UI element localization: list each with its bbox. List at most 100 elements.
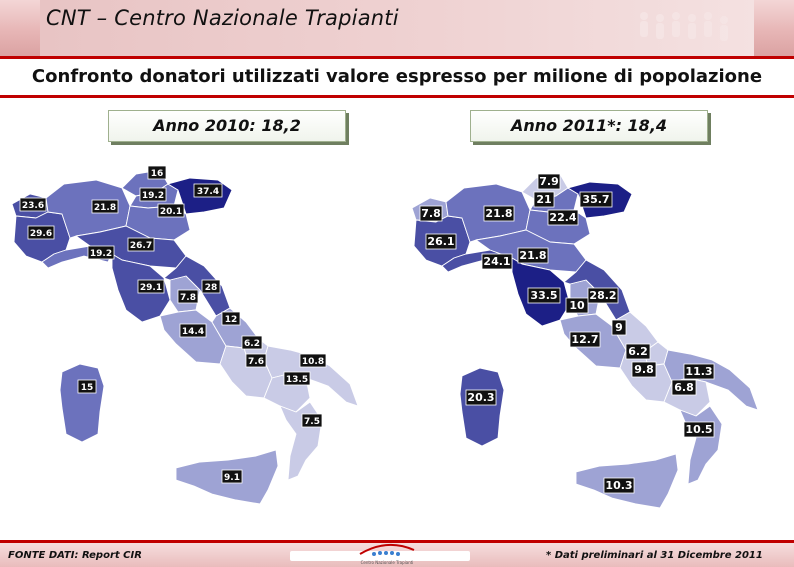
svg-text:12: 12: [225, 315, 238, 325]
label-2010-calabria: 7.5: [301, 413, 323, 428]
label-2010-toscana: 29.1: [137, 279, 165, 294]
label-2011-liguria: 24.1: [481, 253, 513, 270]
label-2010-alto-adige: 19.2: [139, 187, 167, 202]
label-2011-veneto: 22.4: [547, 209, 579, 226]
label-2011-lazio: 12.7: [569, 331, 601, 348]
svg-text:26.1: 26.1: [427, 235, 454, 248]
label-2011-alto-adige: 21: [533, 191, 555, 208]
label-2010-umbria: 7.8: [177, 289, 199, 304]
svg-text:24.1: 24.1: [483, 255, 510, 268]
label-2010-abruzzo: 12: [221, 311, 241, 326]
header: CNT – Centro Nazionale Trapianti: [0, 0, 794, 56]
svg-text:7.8: 7.8: [421, 207, 441, 220]
svg-text:35.7: 35.7: [582, 193, 609, 206]
label-2011-sicilia: 10.3: [603, 477, 635, 494]
label-2010-valle-aosta: 23.6: [19, 197, 47, 212]
svg-text:7.8: 7.8: [180, 293, 196, 303]
labels-2010: 23.6 29.6 21.8 16 19.2 20.1 37.4 19.2 26…: [19, 165, 327, 484]
region-2011-calabria: [679, 405, 723, 485]
svg-text:37.4: 37.4: [197, 187, 219, 197]
subtitle-rule: [0, 95, 794, 98]
labels-2011: 7.8 26.1 21.8 7.9 21 22.4 35.7 24.1 21.8…: [419, 173, 715, 494]
svg-text:22.4: 22.4: [549, 211, 576, 224]
label-2011-trentino: 7.9: [537, 173, 561, 190]
label-2010-trentino: 16: [147, 165, 167, 180]
label-2010-lazio: 14.4: [179, 323, 207, 338]
footer-source: FONTE DATI: Report CIR: [8, 550, 142, 561]
svg-text:29.6: 29.6: [30, 229, 52, 239]
svg-text:21.8: 21.8: [485, 207, 512, 220]
svg-text:6.2: 6.2: [628, 345, 648, 358]
header-title: CNT – Centro Nazionale Trapianti: [46, 6, 399, 30]
svg-text:16: 16: [151, 169, 164, 179]
label-2011-molise: 6.2: [625, 343, 651, 360]
label-2011-puglia: 11.3: [683, 363, 715, 380]
label-2010-emilia: 26.7: [127, 237, 155, 252]
label-2011-valle-aosta: 7.8: [419, 205, 443, 222]
svg-text:11.3: 11.3: [685, 365, 712, 378]
label-2010-piemonte: 29.6: [27, 225, 55, 240]
svg-text:7.5: 7.5: [304, 417, 320, 427]
label-2011-friuli: 35.7: [579, 191, 613, 208]
label-2010-sardegna: 15: [77, 379, 97, 394]
svg-text:6.8: 6.8: [674, 381, 694, 394]
label-2010-veneto: 20.1: [157, 203, 185, 218]
svg-text:26.7: 26.7: [130, 241, 152, 251]
svg-text:21.8: 21.8: [519, 249, 546, 262]
header-rule: [0, 56, 794, 59]
svg-text:12.7: 12.7: [571, 333, 598, 346]
label-2011-lombardia: 21.8: [483, 205, 515, 222]
page-subtitle: Confronto donatori utilizzati valore esp…: [31, 66, 763, 87]
region-2010-sardegna: [59, 363, 105, 443]
footer-rule: [0, 540, 794, 543]
label-2011-umbria: 10: [565, 297, 589, 314]
svg-text:33.5: 33.5: [530, 289, 557, 302]
map-2010-title: Anno 2010: 18,2: [108, 110, 346, 142]
label-2011-toscana: 33.5: [527, 287, 561, 304]
label-2010-friuli: 37.4: [193, 183, 223, 198]
svg-text:19.2: 19.2: [142, 191, 164, 201]
label-2010-puglia: 10.8: [299, 353, 327, 368]
svg-text:20.3: 20.3: [467, 391, 494, 404]
label-2011-calabria: 10.5: [683, 421, 715, 438]
svg-text:15: 15: [81, 383, 94, 393]
svg-text:28.2: 28.2: [589, 289, 616, 302]
svg-text:28: 28: [205, 283, 218, 293]
label-2010-basilicata: 13.5: [283, 371, 311, 386]
region-2011-sardegna: [459, 367, 505, 447]
svg-text:9.8: 9.8: [634, 363, 654, 376]
svg-text:10.8: 10.8: [302, 357, 324, 367]
footer-note: * Dati preliminari al 31 Dicembre 2011: [546, 550, 763, 561]
logo-caption: Centro Nazionale Trapianti: [360, 560, 414, 565]
svg-text:7.9: 7.9: [539, 175, 559, 188]
people-chain-icon: [640, 12, 728, 41]
label-2010-liguria: 19.2: [87, 245, 115, 260]
svg-text:20.1: 20.1: [160, 207, 182, 217]
svg-text:23.6: 23.6: [22, 201, 44, 211]
label-2011-marche: 28.2: [587, 287, 619, 304]
svg-text:29.1: 29.1: [140, 283, 162, 293]
svg-text:21: 21: [536, 193, 551, 206]
label-2010-sicilia: 9.1: [221, 469, 243, 484]
cnt-logo-icon: [359, 543, 415, 556]
svg-text:14.4: 14.4: [182, 327, 204, 337]
label-2010-molise: 6.2: [241, 335, 263, 350]
svg-text:10.5: 10.5: [685, 423, 712, 436]
label-2011-sardegna: 20.3: [465, 389, 497, 406]
label-2010-marche: 28: [201, 279, 221, 294]
label-2010-lombardia: 21.8: [91, 199, 119, 214]
svg-text:21.8: 21.8: [94, 203, 116, 213]
label-2011-campania: 9.8: [631, 361, 657, 378]
label-2011-abruzzo: 9: [611, 319, 627, 336]
svg-text:6.2: 6.2: [244, 339, 260, 349]
svg-text:9.1: 9.1: [224, 473, 240, 483]
label-2010-campania: 7.6: [245, 353, 267, 368]
footer-highlight: [290, 551, 470, 561]
map-2011-title: Anno 2011*: 18,4: [470, 110, 708, 142]
svg-text:10.3: 10.3: [605, 479, 632, 492]
svg-text:9: 9: [615, 321, 623, 334]
svg-text:7.6: 7.6: [248, 357, 264, 367]
label-2011-piemonte: 26.1: [425, 233, 457, 250]
label-2011-emilia: 21.8: [517, 247, 549, 264]
maps-canvas: 23.6 29.6 21.8 16 19.2 20.1 37.4 19.2 26…: [11, 165, 759, 509]
